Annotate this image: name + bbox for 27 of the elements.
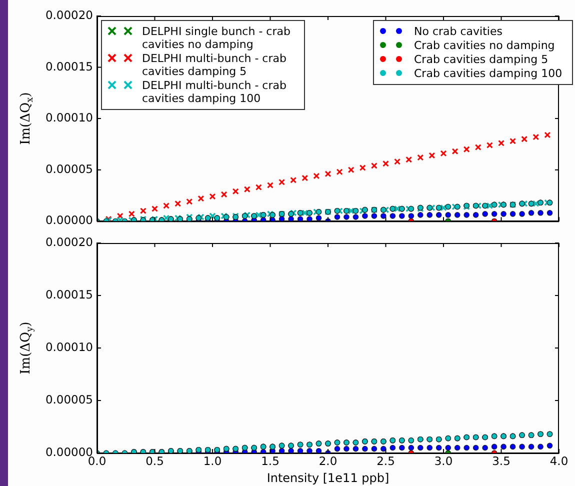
x-tick-label: 0.5 <box>146 454 164 468</box>
legend-label: Crab cavities damping 100 <box>414 67 562 80</box>
y-tick-label: 0.00000 <box>45 213 93 228</box>
legend-label: Crab cavities no damping <box>414 39 555 52</box>
y-axis-title: Im(ΔQy) <box>18 322 36 374</box>
x-tick-label: 2.5 <box>376 454 395 468</box>
legend-label: Crab cavities damping 5 <box>414 53 548 66</box>
legend-label: DELPHI multi-bunch - crab cavities damping 5 <box>142 52 288 78</box>
y-axis-title: Im(ΔQx) <box>18 92 36 145</box>
x-tick-label: 2.0 <box>318 454 338 468</box>
legend-label: No crab cavities <box>414 25 502 38</box>
x-tick-label: 3.0 <box>434 454 453 468</box>
y-tick-label: 0.00015 <box>45 287 93 302</box>
legend-label: DELPHI multi-bunch - crab cavities damping 100 <box>142 79 288 105</box>
y-tick-label: 0.00010 <box>45 110 93 125</box>
x-tick-label: 4.0 <box>550 454 568 468</box>
y-tick-label: 0.00015 <box>45 59 93 74</box>
legend-label: DELPHI single bunch - crab cavities no damping <box>142 25 292 51</box>
y-tick-label: 0.00005 <box>45 392 93 406</box>
y-tick-label: 0.00020 <box>45 234 93 249</box>
x-tick-label: 1.0 <box>203 454 222 468</box>
x-tick-label: 1.5 <box>261 454 280 468</box>
y-tick-label: 0.00010 <box>45 340 93 354</box>
y-tick-label: 0.00020 <box>45 8 93 22</box>
x-tick-label: 3.5 <box>492 454 510 468</box>
x-axis-title: Intensity [1e11 ppb] <box>266 470 390 485</box>
y-tick-label: 0.00005 <box>45 162 93 176</box>
